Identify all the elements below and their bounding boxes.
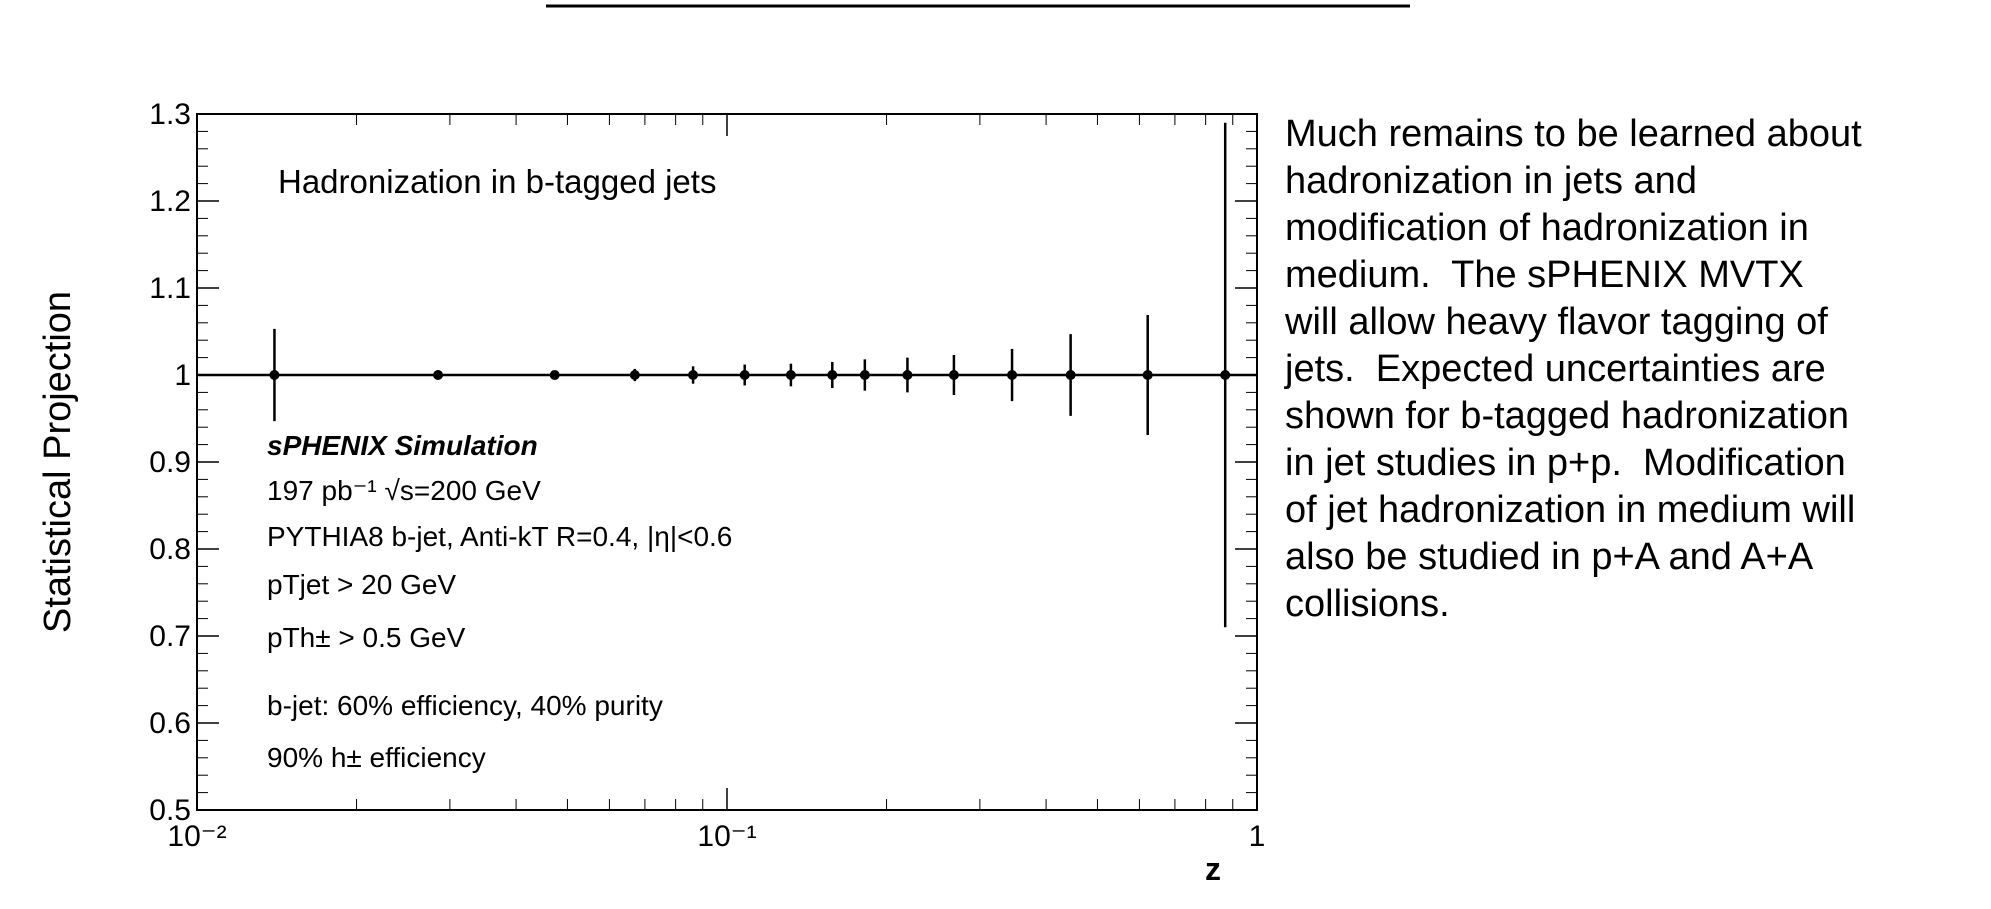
annotation: b-jet: 60% efficiency, 40% purity — [267, 690, 663, 721]
data-point — [739, 370, 750, 380]
y-tick-label: 0.7 — [149, 620, 191, 653]
annotation: 90% h± efficiency — [267, 742, 486, 773]
data-point — [1065, 370, 1076, 380]
data-point — [902, 370, 913, 380]
y-tick-label: 0.9 — [149, 446, 191, 479]
body-text-line: Much remains to be learned about — [1285, 113, 1862, 155]
annotation: 197 pb⁻¹ √s=200 GeV — [267, 475, 541, 506]
body-text-line: collisions. — [1285, 583, 1450, 625]
body-text-line: will allow heavy flavor tagging of — [1284, 301, 1828, 343]
body-text-line: hadronization in jets and — [1285, 160, 1697, 202]
annotation: sPHENIX Simulation — [267, 430, 538, 461]
data-point — [433, 370, 444, 380]
data-point — [1142, 370, 1153, 380]
y-tick-label: 1.3 — [149, 98, 191, 131]
annotation: PYTHIA8 b-jet, Anti-kT R=0.4, |η|<0.6 — [267, 521, 732, 552]
annotation: Hadronization in b-tagged jets — [278, 163, 716, 200]
y-tick-label: 0.8 — [149, 533, 191, 566]
y-tick-label: 0.5 — [149, 794, 191, 827]
body-text-line: shown for b-tagged hadronization — [1285, 395, 1849, 437]
body-text-line: jets. Expected uncertainties are — [1284, 348, 1826, 390]
x-tick-label: 10⁻² — [167, 820, 226, 853]
body-text-line: of jet hadronization in medium will — [1285, 489, 1855, 531]
body-text-line: in jet studies in p+p. Modification — [1285, 442, 1846, 484]
body-text-line: modification of hadronization in — [1285, 207, 1809, 249]
body-text-line: also be studied in p+A and A+A — [1285, 536, 1814, 578]
y-tick-label: 0.6 — [149, 707, 191, 740]
data-point — [269, 370, 280, 380]
body-text-line: medium. The sPHENIX MVTX — [1285, 254, 1804, 296]
annotation: pTjet > 20 GeV — [267, 569, 456, 600]
x-axis-label: z — [1205, 851, 1221, 887]
x-tick-label: 1 — [1249, 820, 1266, 853]
y-tick-label: 1.2 — [149, 185, 191, 218]
data-point — [688, 370, 699, 380]
data-point — [1007, 370, 1018, 380]
data-point — [859, 370, 870, 380]
data-point — [948, 370, 959, 380]
x-tick-label: 10⁻¹ — [697, 820, 756, 853]
annotation: pTh± > 0.5 GeV — [267, 622, 466, 653]
data-point — [549, 370, 560, 380]
y-tick-label: 1 — [174, 359, 191, 392]
y-tick-label: 1.1 — [149, 272, 191, 305]
y-axis-label: Statistical Projection — [37, 291, 79, 633]
data-point — [785, 370, 796, 380]
data-point — [1220, 370, 1231, 380]
data-point — [827, 370, 838, 380]
data-point — [629, 370, 640, 380]
